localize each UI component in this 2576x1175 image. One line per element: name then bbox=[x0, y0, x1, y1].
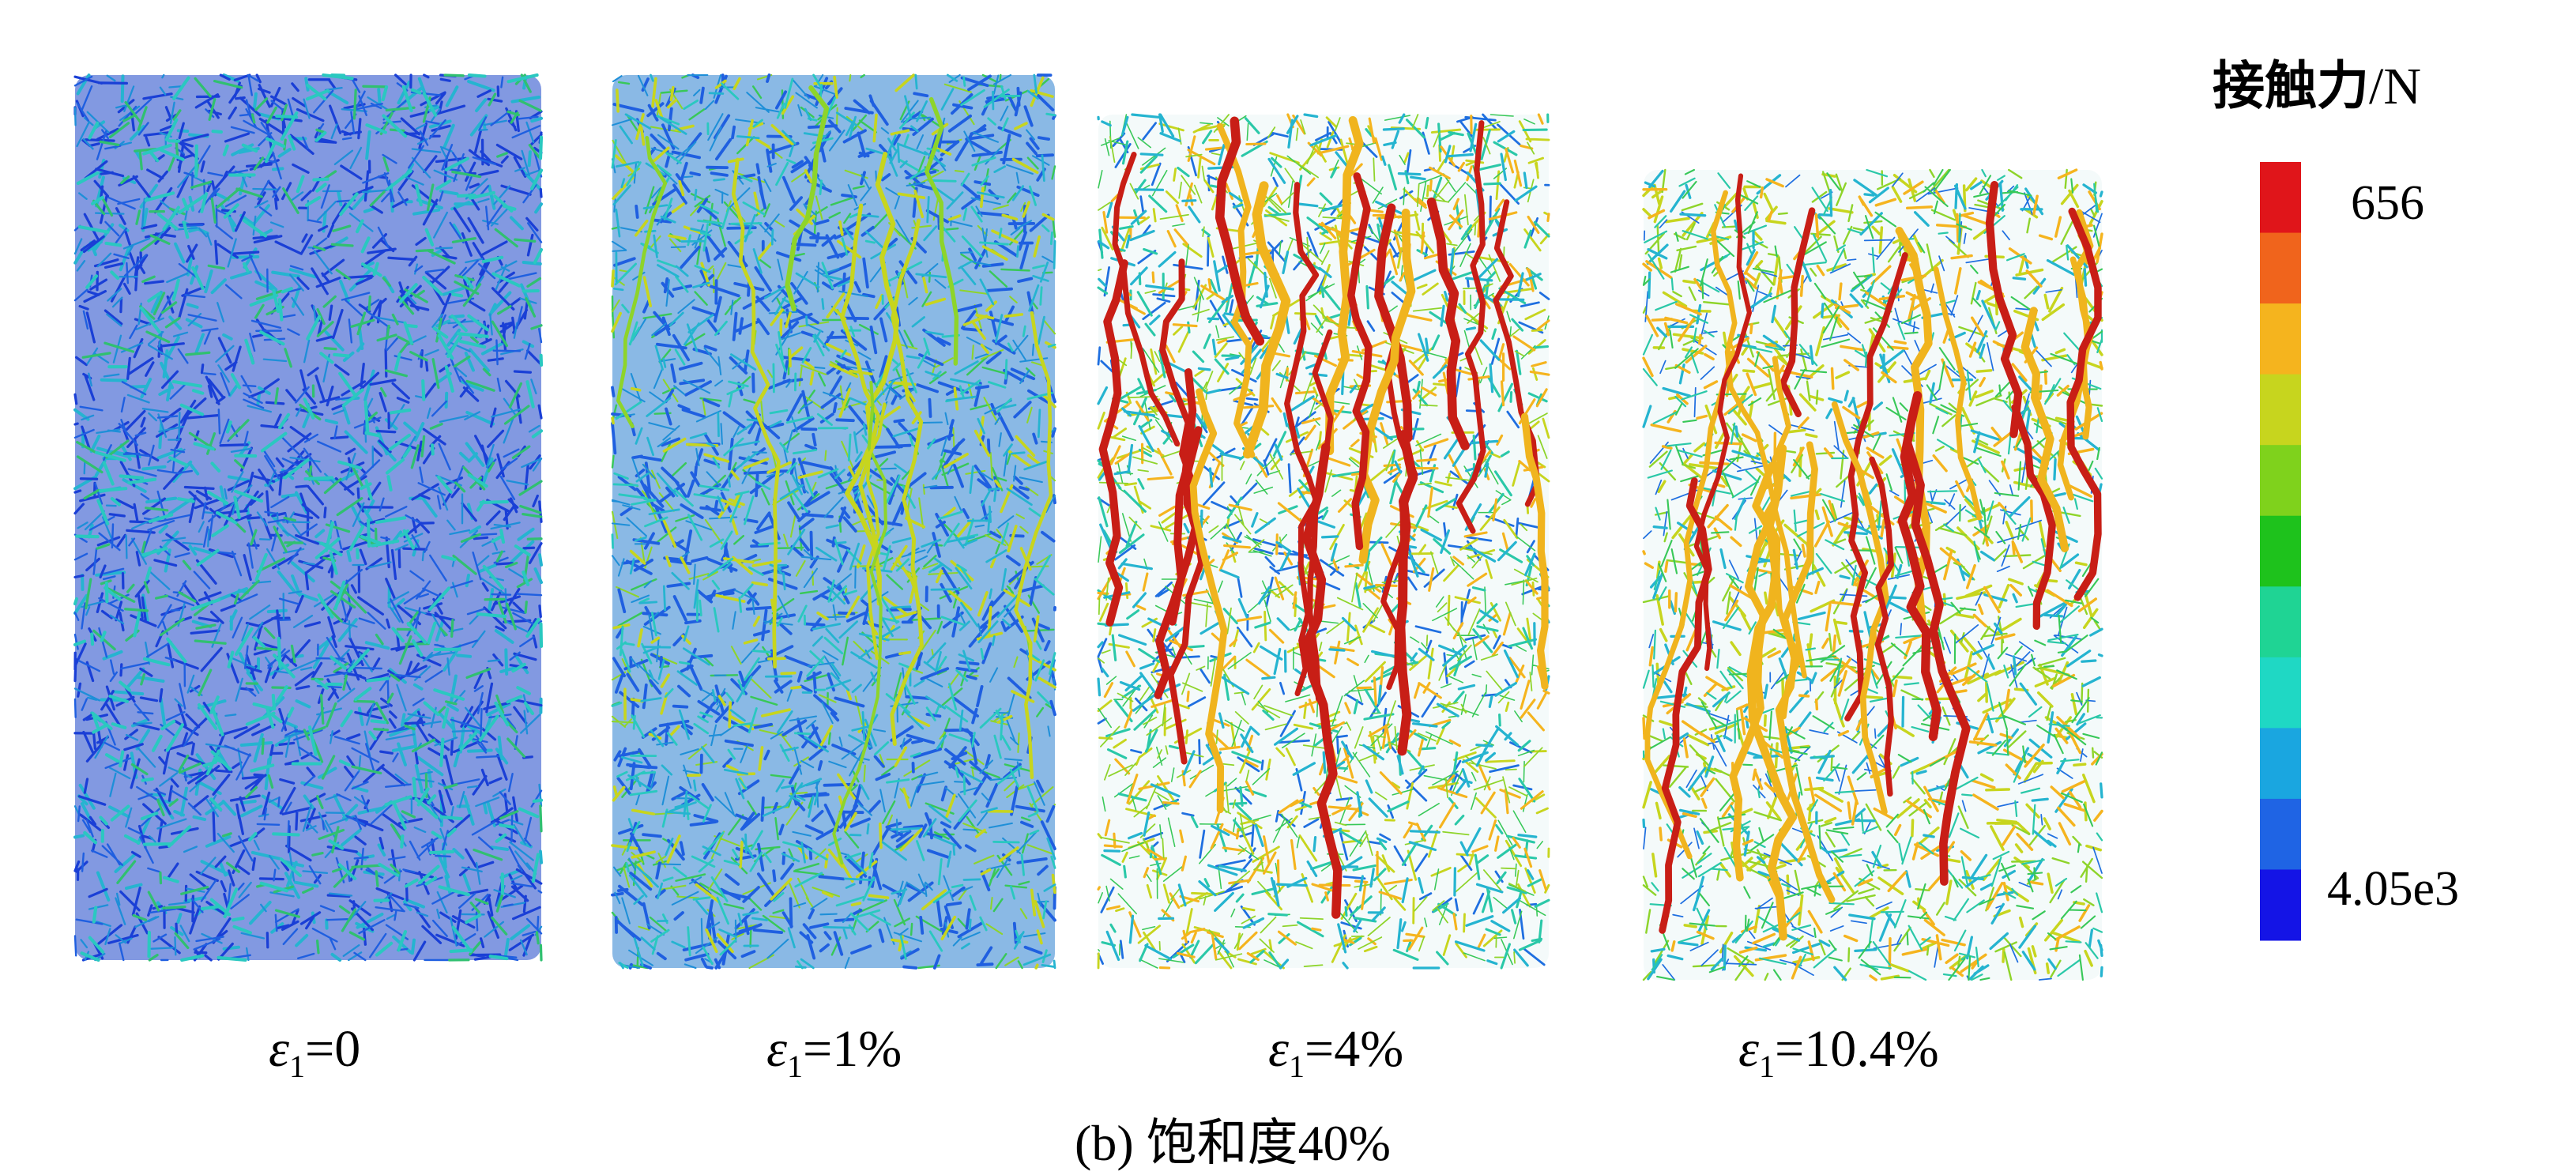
force-chain bbox=[1903, 439, 1971, 886]
strain-label-3: ε1=10.4% bbox=[1738, 1020, 1939, 1084]
force-chain bbox=[1844, 252, 1908, 721]
colorbar-segment bbox=[2260, 232, 2301, 304]
force-chain bbox=[1746, 444, 1798, 941]
force-chain bbox=[1779, 207, 1816, 418]
colorbar-segment bbox=[2260, 162, 2301, 234]
force-chain bbox=[2066, 207, 2102, 601]
specimen-network-strain-10-4pct bbox=[1642, 168, 2103, 981]
strain-label-1: ε1=1% bbox=[766, 1020, 902, 1084]
force-chain bbox=[2011, 404, 2056, 631]
legend-title-text: 接触力 bbox=[2213, 55, 2369, 116]
contact-segments bbox=[611, 73, 1056, 970]
force-chain bbox=[731, 157, 781, 669]
force-chain bbox=[1831, 401, 1889, 815]
strain-label-0: ε1=0 bbox=[269, 1020, 361, 1084]
colorbar-segment bbox=[2260, 657, 2301, 729]
force-chain bbox=[1325, 115, 1364, 456]
force-chain bbox=[1358, 209, 1416, 564]
specimen-background bbox=[1098, 115, 1549, 968]
force-chain bbox=[1644, 350, 1735, 860]
colorbar-segment bbox=[2260, 303, 2301, 375]
figure-caption: (b) 饱和度40% bbox=[1075, 1115, 1391, 1171]
force-chain bbox=[1242, 181, 1291, 459]
contact-segments bbox=[73, 73, 544, 962]
legend-unit: /N bbox=[2369, 58, 2421, 115]
force-chain bbox=[1347, 172, 1373, 551]
force-chain bbox=[1302, 443, 1343, 919]
force-chain bbox=[840, 203, 881, 555]
force-chain bbox=[1380, 328, 1418, 691]
contact-segments bbox=[73, 73, 543, 962]
force-chain bbox=[1014, 311, 1053, 780]
force-chain bbox=[2021, 307, 2069, 552]
force-chain bbox=[785, 85, 830, 312]
force-chain bbox=[845, 152, 900, 606]
force-chain bbox=[866, 402, 887, 661]
force-chain bbox=[1426, 197, 1470, 450]
specimen-network-strain-0 bbox=[73, 73, 544, 962]
force-chain bbox=[1710, 190, 1807, 679]
force-chain bbox=[1215, 116, 1265, 346]
legend-min-label: 4.05e3 bbox=[2327, 862, 2460, 916]
force-chain bbox=[616, 135, 668, 428]
force-chain bbox=[1985, 180, 2023, 439]
force-chain bbox=[1493, 199, 1541, 507]
force-chain bbox=[1294, 329, 1334, 697]
force-chain bbox=[1112, 152, 1181, 447]
colorbar-segment bbox=[2260, 728, 2301, 800]
legend-title: 接触力/N bbox=[2213, 43, 2421, 119]
specimen-network-strain-4pct bbox=[1097, 113, 1550, 970]
force-chain bbox=[1520, 412, 1549, 690]
colorbar-segment bbox=[2260, 445, 2301, 517]
colorbar bbox=[2260, 162, 2301, 941]
strain-label-2: ε1=4% bbox=[1268, 1020, 1404, 1084]
colorbar-segment bbox=[2260, 515, 2301, 587]
force-chain bbox=[1933, 266, 1983, 521]
force-chain bbox=[1216, 122, 1256, 458]
force-chain bbox=[1154, 426, 1203, 699]
force-chain bbox=[1189, 388, 1228, 814]
force-chain bbox=[1729, 461, 1776, 882]
force-chain bbox=[925, 96, 959, 366]
force-chain bbox=[1659, 477, 1712, 934]
force-chain bbox=[1456, 120, 1486, 534]
colorbar-segment bbox=[2260, 798, 2301, 870]
colorbar-segment bbox=[2260, 869, 2301, 941]
force-chain bbox=[890, 218, 924, 746]
colorbar-segment bbox=[2260, 374, 2301, 446]
force-chain bbox=[1762, 356, 1803, 720]
contact-segments bbox=[76, 73, 543, 962]
legend-max-label: 656 bbox=[2351, 176, 2424, 230]
specimen-network-strain-1pct bbox=[611, 73, 1056, 970]
force-chain bbox=[1284, 182, 1322, 702]
force-chain bbox=[1098, 259, 1128, 627]
force-chain bbox=[1869, 456, 1894, 797]
contact-segments bbox=[73, 73, 543, 962]
colorbar-segment bbox=[2260, 586, 2301, 658]
